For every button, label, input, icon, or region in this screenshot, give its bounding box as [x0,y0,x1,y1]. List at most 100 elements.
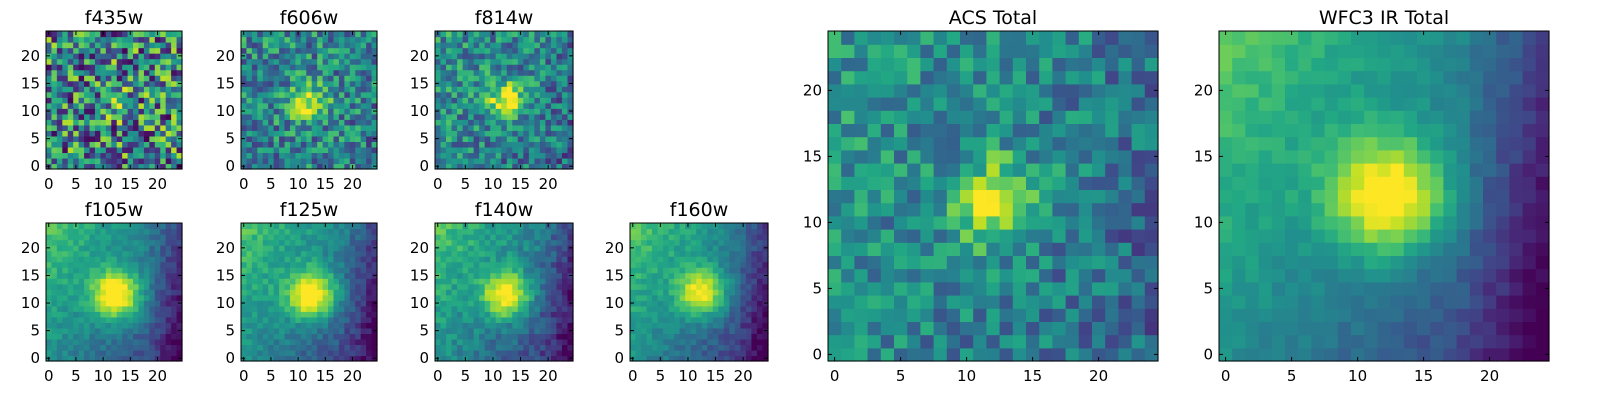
heatmap-cell [933,281,948,296]
heatmap-cell [528,146,535,154]
heatmap-cell [295,333,302,340]
heatmap-cell [371,97,378,104]
heatmap-cell [246,124,253,131]
heatmap-cell [1012,163,1027,177]
heatmap-cell [257,36,264,43]
heatmap-cell [920,229,935,243]
heatmap-cell [116,283,123,290]
heatmap-cell [462,58,469,65]
heatmap-cell [279,261,286,268]
heatmap-cell [241,256,248,263]
heatmap-cell [751,228,758,235]
heatmap-cell [657,333,664,340]
heatmap-cells [46,223,183,362]
heatmap-cell [701,245,708,252]
heatmap-cell [56,31,63,38]
heatmap-cell [828,281,842,296]
heatmap-cell [495,349,502,357]
heatmap-cell [338,119,345,126]
heatmap-cell [143,113,150,120]
heatmap-cell [143,64,150,71]
heatmap-cell [322,344,329,351]
heatmap-cell [328,322,335,329]
heatmap-cell [561,344,569,351]
heatmap-cell [111,261,118,268]
heatmap-cell [484,333,491,340]
heatmap-cell [674,300,681,307]
heatmap-cell [360,152,367,159]
heatmap-cell [435,239,442,246]
heatmap-cell [306,108,313,115]
heatmap-cell [78,31,85,38]
heatmap-cell [528,119,535,126]
heatmap-cell [960,242,974,256]
heatmap-cell [111,289,118,296]
x-tick-label: 20 [734,367,753,385]
heatmap-cell [1039,189,1053,204]
heatmap-cell [62,223,69,230]
heatmap-cell [512,47,519,54]
heatmap-cell [495,157,502,165]
heatmap-cell [100,239,107,246]
heatmap-cell [273,108,280,115]
heatmap-cell [484,289,491,296]
heatmap-cell [933,189,948,204]
heatmap-cell [171,267,178,274]
heatmap-cell [512,64,519,71]
heatmap-cell [105,322,112,329]
heatmap-cell [127,300,134,307]
heatmap-cell [734,228,741,235]
heatmap-cell [338,305,345,312]
heatmap-cell [723,289,730,296]
heatmap-cell [67,119,74,126]
heatmap-cell [841,202,855,217]
heatmap-cell [355,86,362,93]
heatmap-cell [539,278,546,285]
heatmap-cell [718,256,725,263]
heatmap-cell [751,311,758,318]
heatmap-cell [171,64,178,71]
heatmap-cell [322,157,329,165]
heatmap-cell [138,283,145,290]
heatmap-cell [160,349,167,357]
heatmap-cell [999,347,1014,362]
heatmap-cell [371,141,378,148]
heatmap-cell [160,124,167,131]
heatmap-cell [273,163,280,170]
heatmap-cell [284,289,291,296]
heatmap-cell [1078,215,1093,230]
heatmap-cell [333,102,340,109]
heatmap-cell [344,108,351,115]
heatmap-cell [490,300,497,307]
y-tick-label: 20 [605,239,624,257]
heatmap-cell [246,267,253,274]
heatmap-cell [657,294,664,301]
heatmap-cell [100,135,107,142]
heatmap-cell [122,294,129,301]
heatmap-cell [663,250,670,257]
heatmap-cell [1131,189,1146,204]
heatmap-cell [523,223,530,230]
heatmap-cell [490,234,497,241]
heatmap-cell [490,250,497,257]
heatmap-cell [468,278,475,285]
heatmap-cell [279,333,286,340]
heatmap-cell [545,300,552,307]
heatmap-cell [1012,347,1027,362]
heatmap-cell [360,283,367,290]
heatmap-cell [273,261,280,268]
heatmap-cell [154,278,161,285]
heatmap-cell [490,91,497,98]
heatmap-cell [241,344,248,351]
heatmap-cell [295,124,302,131]
heatmap-cell [165,31,172,38]
heatmap-cell [138,311,145,318]
heatmap-cell [506,31,513,38]
heatmap-cell [241,289,248,296]
heatmap-cell [133,256,140,263]
heatmap-cell [495,272,502,279]
heatmap-cell [534,349,541,357]
heatmap-cell [366,261,373,268]
heatmap-cell [154,69,161,76]
heatmap-cell [517,42,524,49]
